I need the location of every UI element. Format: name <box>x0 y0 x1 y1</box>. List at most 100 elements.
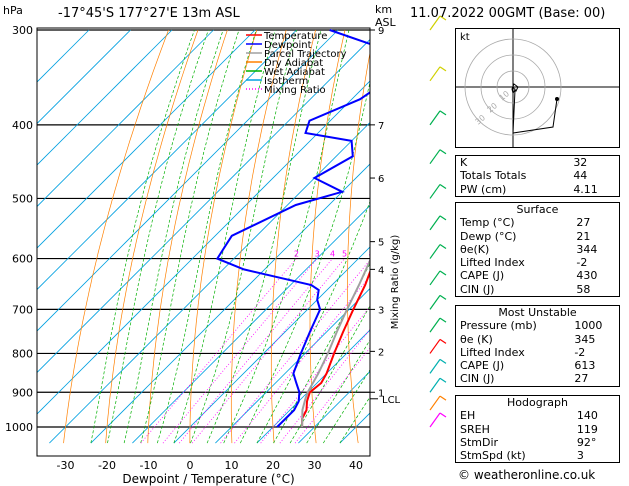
pressure-tick-label: 900 <box>12 386 33 399</box>
temp-tick-label: 40 <box>349 459 363 472</box>
wind-barb <box>429 244 441 259</box>
mu-row: CAPE (J) 613 <box>460 359 596 373</box>
dewpoint-line <box>215 29 370 428</box>
mixing-ratio-label: 4 <box>330 250 335 259</box>
index-row: K 32 <box>460 156 588 169</box>
wind-barb <box>429 66 441 82</box>
temp-tick-label: 30 <box>308 459 322 472</box>
temp-tick-label: -20 <box>98 459 116 472</box>
legend-entry: Wet Adiabat <box>264 67 325 78</box>
isotherm-line <box>37 29 214 208</box>
isotherm-line <box>37 29 297 291</box>
pressure-tick-label: 400 <box>12 119 33 132</box>
surface-row: Temp (°C) 27 <box>460 216 591 230</box>
hodo-row: StmSpd (kt) 3 <box>460 449 584 463</box>
isotherm-line <box>37 29 173 166</box>
mixing-ratio-label: 8 <box>369 250 374 259</box>
wind-barb <box>429 359 441 374</box>
credit-text: © weatheronline.co.uk <box>458 468 596 482</box>
km-tick-label: 2 <box>378 347 384 358</box>
wind-barb-flag <box>439 15 447 21</box>
wet-adiabat-line <box>206 29 322 444</box>
surface-row: θe(K) 344 <box>460 242 598 256</box>
mixing-ratio-line <box>191 258 345 444</box>
isotherm-line <box>132 204 370 444</box>
hodograph: kt 10 20 30 <box>455 28 620 148</box>
wind-barb-flag <box>439 110 447 116</box>
wind-barb <box>429 317 441 333</box>
surface-row: CAPE (J) 430 <box>460 269 598 283</box>
wind-barb <box>429 395 441 411</box>
isotherm-line <box>173 246 370 444</box>
isotherm-line <box>37 29 90 83</box>
wind-barb-flag <box>439 66 447 72</box>
mixing-ratio-label: 2 <box>294 250 299 259</box>
km-label: km <box>375 3 393 16</box>
asl-label: ASL <box>375 16 396 29</box>
temp-tick-label: 0 <box>187 459 194 472</box>
dry-adiabat-line <box>347 51 370 444</box>
x-axis-label: Dewpoint / Temperature (°C) <box>122 472 294 486</box>
wind-barb-flag <box>439 395 447 401</box>
wind-barb <box>429 215 441 231</box>
wind-barb-flag <box>439 412 447 418</box>
datetime-title: 11.07.2022 00GMT (Base: 00) <box>410 6 606 21</box>
km-tick-label: 3 <box>378 305 384 316</box>
isotherm-line <box>49 121 370 444</box>
dry-adiabat-line <box>63 29 169 444</box>
wet-adiabat-line <box>90 29 195 444</box>
temp-tick-label: -30 <box>57 459 75 472</box>
parcel-trajectory-line <box>301 258 370 428</box>
wind-barb <box>429 339 441 354</box>
wind-barb-flag <box>439 358 447 364</box>
hodograph-table: Hodograph EH 140 SREH 119 StmDir 92° StmSpd… <box>455 395 620 464</box>
dry-adiabat-line <box>147 29 228 444</box>
hodo-ring-10: 10 <box>498 89 512 102</box>
hodograph-table-title: Hodograph <box>507 396 568 409</box>
wet-adiabat-line <box>239 80 370 444</box>
temp-tick-label: 10 <box>225 459 239 472</box>
mixing-ratio-axis-label: Mixing Ratio (g/kg) <box>390 235 401 330</box>
legend-entry: Dewpoint <box>264 40 312 51</box>
km-tick-label: 9 <box>378 26 384 37</box>
isotherm-line <box>215 287 370 444</box>
dry-adiabat-line <box>270 29 316 444</box>
temp-tick-label: -10 <box>140 459 158 472</box>
km-tick-label: 4 <box>378 265 384 276</box>
pressure-tick-label: 700 <box>12 303 33 316</box>
isotherm-line <box>37 29 339 332</box>
km-tick-label: 1 <box>378 388 384 399</box>
indices-table: K 32 Totals Totals 44 PW (cm) 4.11 <box>455 155 620 197</box>
wind-barb-flag <box>439 294 447 300</box>
wet-adiabat-line <box>107 29 209 444</box>
wind-barb <box>429 295 441 310</box>
mixing-ratio-label: 15 <box>404 250 414 259</box>
pressure-tick-label: 500 <box>12 192 33 205</box>
mixing-ratio-label: 5 <box>342 250 347 259</box>
hodograph-kt-label: kt <box>460 32 470 43</box>
wet-adiabat-line <box>190 29 297 444</box>
mu-row: Pressure (mb) 1000 <box>460 319 603 333</box>
hpa-label: hPa <box>3 4 23 17</box>
legend-entry: Mixing Ratio <box>264 85 326 96</box>
temperature-line <box>301 269 370 427</box>
wind-barb-flag <box>439 183 447 189</box>
mu-row: θe (K) 345 <box>460 332 596 346</box>
wet-adiabat-line <box>123 29 224 444</box>
dry-adiabat-line <box>419 30 443 443</box>
mu-row: Lifted Index -2 <box>460 345 586 359</box>
mixing-ratio-label: 25 <box>436 250 446 259</box>
pressure-tick-label: 600 <box>12 253 33 266</box>
hodo-row: SREH 119 <box>460 422 598 436</box>
legend-entry: Isotherm <box>264 76 308 87</box>
surface-table: Surface Temp (°C) 27 Dewp (°C) 21 θe(K) 344… <box>455 202 620 298</box>
mixing-ratio-line <box>178 258 333 444</box>
dry-adiabat-line <box>230 29 287 444</box>
legend-entry: Parcel Trajectory <box>264 49 347 60</box>
wind-barb-flag <box>439 215 447 221</box>
wind-barb <box>429 149 441 165</box>
pressure-tick-label: 300 <box>12 24 33 37</box>
isotherm-line <box>37 29 256 249</box>
surface-row: CIN (J) 58 <box>460 282 591 296</box>
